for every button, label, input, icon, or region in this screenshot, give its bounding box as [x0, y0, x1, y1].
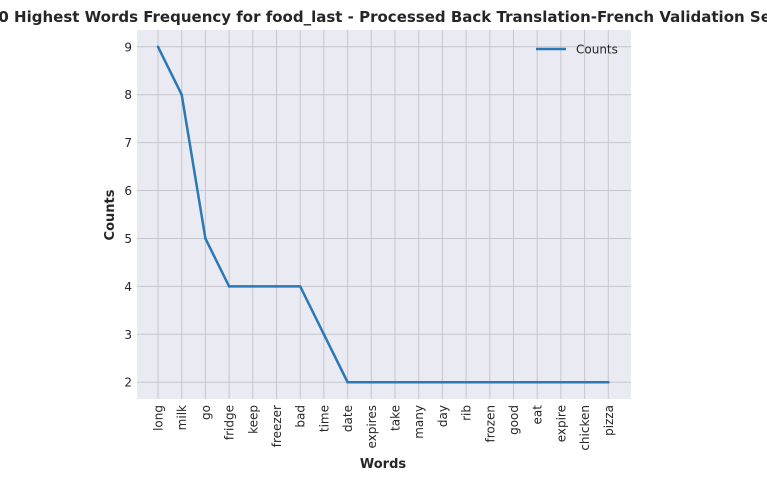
x-tick-label: chicken — [578, 405, 592, 451]
data-point — [156, 45, 160, 49]
data-points — [156, 45, 610, 384]
y-tick-label: 8 — [124, 88, 132, 102]
x-tick-label: milk — [175, 405, 189, 430]
x-tick-label: freezer — [270, 405, 284, 447]
data-point — [346, 380, 349, 384]
data-point — [275, 285, 278, 288]
x-tick-label: fridge — [223, 405, 237, 440]
x-tick-label: take — [389, 405, 403, 431]
y-axis-ticks: 2 3 4 5 6 7 8 9 — [124, 40, 132, 389]
chart-title: 20 Highest Words Frequency for food_last… — [0, 8, 767, 26]
data-point — [607, 380, 610, 384]
x-tick-label: good — [507, 405, 521, 435]
data-point — [227, 285, 231, 288]
x-axis-label: Words — [360, 457, 407, 472]
y-tick-label: 2 — [124, 376, 132, 390]
x-tick-label: pizza — [602, 405, 616, 436]
data-point — [464, 380, 468, 384]
x-tick-label: day — [436, 405, 450, 427]
x-tick-label: keep — [246, 405, 260, 434]
data-point — [488, 380, 492, 384]
y-tick-label: 3 — [124, 328, 132, 342]
plot-area — [137, 30, 631, 399]
data-point — [251, 285, 255, 288]
x-tick-label: go — [199, 405, 213, 420]
legend-label-counts: Counts — [576, 43, 618, 57]
x-tick-label: frozen — [483, 405, 497, 443]
x-tick-label: time — [317, 405, 331, 432]
x-tick-label: many — [412, 405, 426, 439]
data-point — [322, 333, 326, 336]
x-axis-ticks: long milk go fridge keep freezer bad time date ex… — [152, 405, 616, 451]
data-point — [180, 93, 183, 96]
data-point — [393, 380, 397, 384]
grid-lines — [137, 30, 631, 399]
data-point — [535, 380, 539, 384]
data-point — [370, 380, 373, 384]
x-tick-label: bad — [294, 405, 308, 428]
data-point — [559, 380, 563, 384]
y-tick-label: 9 — [124, 40, 132, 54]
series-line-counts — [156, 46, 609, 384]
y-tick-label: 5 — [124, 232, 132, 246]
x-tick-label: expire — [554, 405, 568, 442]
y-tick-label: 7 — [124, 136, 132, 150]
y-tick-label: 4 — [124, 280, 132, 294]
legend: Counts — [536, 43, 618, 57]
y-tick-label: 6 — [124, 184, 132, 198]
x-tick-label: expires — [365, 405, 379, 449]
x-tick-label: date — [341, 405, 355, 432]
x-tick-label: rib — [460, 405, 474, 421]
data-point — [298, 285, 302, 288]
data-point — [441, 380, 444, 384]
data-point — [512, 380, 515, 384]
y-axis-label: Counts — [103, 189, 118, 240]
data-point — [583, 380, 586, 384]
x-tick-label: eat — [531, 405, 545, 425]
x-tick-label: long — [152, 405, 166, 431]
data-point — [204, 237, 207, 240]
data-point — [417, 380, 421, 384]
